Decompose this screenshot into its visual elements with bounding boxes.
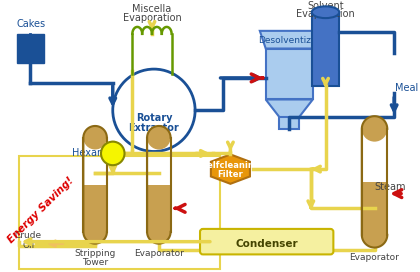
Text: Cakes: Cakes: [17, 19, 46, 29]
Text: Evaporator: Evaporator: [349, 253, 399, 262]
Bar: [147, 185, 171, 232]
Text: Hexane: Hexane: [71, 149, 109, 158]
Text: Condenser: Condenser: [235, 239, 298, 249]
Polygon shape: [211, 154, 250, 184]
Circle shape: [113, 69, 195, 152]
Text: Filter: Filter: [218, 171, 243, 180]
Text: Selfcleaning: Selfcleaning: [201, 161, 260, 170]
Polygon shape: [260, 31, 319, 48]
Ellipse shape: [83, 220, 107, 244]
Text: Desolventizer: Desolventizer: [258, 36, 320, 45]
Text: Miscella: Miscella: [132, 4, 172, 14]
Ellipse shape: [147, 220, 171, 244]
Text: Rotary: Rotary: [136, 113, 172, 123]
Bar: [17, 34, 44, 63]
Text: Steam: Steam: [374, 182, 406, 192]
Bar: [279, 117, 299, 129]
Bar: [312, 12, 339, 86]
Ellipse shape: [147, 126, 171, 150]
Polygon shape: [266, 100, 313, 117]
Text: Evaporation: Evaporation: [296, 9, 355, 19]
Text: P/P: P/P: [105, 149, 121, 158]
Text: Meal: Meal: [395, 83, 418, 93]
Text: Tower: Tower: [82, 258, 108, 267]
Bar: [18, 156, 220, 269]
Text: Energy Saving!: Energy Saving!: [6, 175, 76, 245]
Ellipse shape: [362, 116, 387, 142]
Bar: [83, 185, 107, 232]
Text: Crude: Crude: [15, 231, 42, 240]
Text: Extractor: Extractor: [129, 123, 179, 133]
Text: Evaporator: Evaporator: [134, 249, 184, 258]
FancyBboxPatch shape: [200, 229, 333, 254]
Text: Stripping: Stripping: [74, 249, 116, 258]
Ellipse shape: [362, 222, 387, 248]
Ellipse shape: [312, 6, 339, 18]
Text: Oil: Oil: [22, 241, 34, 250]
Bar: [362, 182, 387, 235]
Text: Evaporation: Evaporation: [123, 13, 181, 23]
Circle shape: [101, 142, 124, 165]
Text: Solvent: Solvent: [307, 1, 344, 11]
Ellipse shape: [83, 126, 107, 150]
Bar: [266, 48, 313, 100]
